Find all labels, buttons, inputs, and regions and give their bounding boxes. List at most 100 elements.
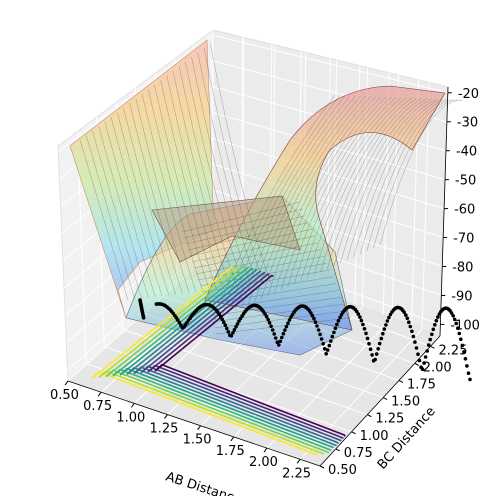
mesh-line-channel bbox=[215, 317, 352, 335]
y-tick-mark bbox=[351, 431, 356, 435]
trajectory-point bbox=[404, 313, 408, 317]
mesh-line-left bbox=[203, 47, 265, 285]
trajectory-point bbox=[370, 353, 374, 357]
trajectory-point bbox=[381, 331, 385, 336]
trajectory-point bbox=[179, 323, 183, 328]
trajectory-point bbox=[364, 331, 368, 336]
contour-line bbox=[105, 264, 330, 454]
x-tick-mark bbox=[197, 425, 202, 431]
trajectory-point bbox=[309, 311, 313, 315]
trajectory-point bbox=[330, 334, 335, 339]
trajectory-point bbox=[416, 352, 420, 357]
x-tick-label: 1.75 bbox=[216, 444, 245, 459]
z-axis-line bbox=[439, 86, 449, 337]
mesh-line-right bbox=[366, 99, 453, 252]
mesh-line-channel bbox=[195, 249, 322, 275]
mesh-line-left bbox=[191, 57, 251, 286]
mesh-line-right bbox=[287, 97, 392, 288]
mesh-line-channel bbox=[209, 297, 343, 317]
trajectory-point bbox=[223, 323, 228, 328]
trajectory-point bbox=[275, 340, 280, 345]
trajectory-point bbox=[449, 311, 454, 315]
trajectory-point bbox=[413, 340, 417, 344]
mesh-line-left bbox=[172, 70, 231, 289]
trajectory-point bbox=[377, 341, 382, 346]
trajectory-point bbox=[177, 320, 182, 325]
z-ticks: -20 -30 -40 -50 -60 -70 -80 -90 -100 bbox=[440, 87, 480, 333]
mesh-line-right bbox=[261, 96, 371, 300]
trajectory-point bbox=[402, 310, 407, 315]
mesh-line-left bbox=[117, 112, 169, 296]
contour-line bbox=[133, 270, 340, 444]
z-tick-label: -40 bbox=[456, 145, 477, 160]
trajectory-point bbox=[433, 323, 437, 327]
axis-lines bbox=[67, 86, 449, 467]
trajectory-point bbox=[422, 361, 426, 365]
contour-line bbox=[140, 271, 342, 442]
mesh-line-left bbox=[166, 75, 224, 289]
x-tick-mark bbox=[164, 414, 168, 419]
trajectory-point bbox=[272, 332, 277, 336]
trajectory-point bbox=[452, 317, 457, 322]
x-tick-mark bbox=[296, 458, 301, 464]
y-tick-label: 0.75 bbox=[344, 446, 373, 461]
trajectory-point bbox=[286, 321, 290, 326]
trajectory-point bbox=[407, 320, 411, 325]
trajectory-point bbox=[231, 331, 235, 335]
trajectory-point bbox=[466, 371, 471, 376]
trajectory-point bbox=[321, 342, 326, 346]
mesh-line-channel bbox=[207, 290, 340, 311]
mesh-line-right bbox=[254, 96, 366, 303]
mesh-line-right bbox=[280, 96, 387, 291]
x-tick-label: 1.00 bbox=[116, 410, 145, 425]
mesh-line-left bbox=[123, 107, 176, 295]
trajectory-point bbox=[411, 334, 416, 339]
trajectory-point bbox=[379, 336, 384, 341]
y-tick-label: 2.25 bbox=[439, 343, 468, 358]
mesh-line-left bbox=[197, 52, 258, 285]
mesh-line-right bbox=[234, 95, 351, 312]
trajectory-point bbox=[234, 325, 238, 329]
y-tick-label: 1.75 bbox=[407, 377, 436, 392]
mesh-line-left bbox=[104, 121, 156, 297]
contour-line bbox=[154, 274, 346, 437]
trajectory-point bbox=[454, 321, 459, 326]
mesh-line-channel bbox=[205, 283, 337, 305]
trajectory-point bbox=[460, 343, 465, 348]
trajectory-point bbox=[318, 332, 322, 337]
y-tick-label: 0.50 bbox=[328, 463, 357, 478]
trajectory-point bbox=[235, 322, 240, 326]
trajectory-point bbox=[426, 343, 431, 347]
grid-line-y bbox=[105, 346, 352, 433]
trajectory-point bbox=[414, 346, 419, 350]
mesh-line-left bbox=[154, 84, 210, 291]
x-tick-label: 0.50 bbox=[50, 388, 79, 403]
mesh-line-left bbox=[135, 98, 190, 293]
y-tick-mark bbox=[430, 345, 435, 349]
mesh-line-channel bbox=[181, 201, 301, 233]
trajectory-point bbox=[319, 337, 324, 341]
trajectory-point bbox=[327, 343, 332, 348]
trajectory-point bbox=[333, 326, 338, 331]
mesh-line-right bbox=[353, 99, 443, 258]
trajectory-point bbox=[373, 357, 378, 362]
y-tick-mark bbox=[367, 414, 372, 418]
mesh-line-channel bbox=[193, 242, 319, 269]
mesh-line-right bbox=[327, 98, 422, 270]
trajectory-point bbox=[463, 357, 468, 361]
trajectory-point bbox=[459, 337, 463, 342]
mesh-line-left bbox=[92, 130, 142, 299]
trajectory-point bbox=[368, 347, 373, 352]
z-tick-label: -70 bbox=[453, 232, 474, 247]
mesh-line-channel bbox=[189, 229, 313, 257]
trajectory-point bbox=[387, 315, 391, 320]
trajectory-point bbox=[423, 355, 428, 359]
z-tick-label: -80 bbox=[452, 261, 473, 276]
trajectory-point bbox=[284, 324, 289, 329]
trajectory-point bbox=[338, 315, 342, 320]
trajectory-point bbox=[465, 364, 469, 368]
x-tick-mark bbox=[64, 380, 69, 386]
trajectory-point bbox=[267, 321, 272, 325]
trajectory-point bbox=[365, 336, 370, 341]
trajectory-point bbox=[332, 330, 336, 335]
